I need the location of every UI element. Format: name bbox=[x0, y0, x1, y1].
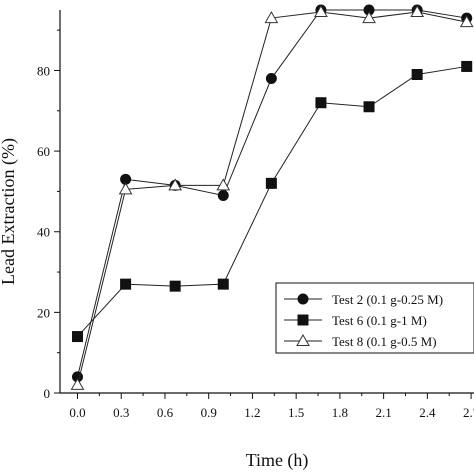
data-point bbox=[265, 177, 277, 189]
data-point bbox=[264, 11, 279, 24]
y-tick-label: 20 bbox=[37, 305, 50, 320]
data-point bbox=[217, 278, 229, 290]
axes: 0.0 0.3 0.6 0.9 1.2 1.5 1.8 2.1 2.4 2.7 0 20 40 60 80 bbox=[37, 10, 474, 420]
data-point bbox=[168, 178, 183, 191]
x-tick-label: 1.5 bbox=[288, 405, 304, 420]
x-tick-label: 2.7 bbox=[463, 405, 474, 420]
data-point bbox=[363, 101, 375, 113]
legend: Test 2 (0.1 g-0.25 M) Test 6 (0.1 g-1 M) T… bbox=[275, 282, 474, 354]
legend-label: Test 6 (0.1 g-1 M) bbox=[332, 313, 427, 328]
data-series bbox=[70, 4, 474, 390]
data-point bbox=[216, 178, 231, 191]
series-2 bbox=[71, 60, 473, 343]
data-point bbox=[461, 60, 473, 72]
legend-marker bbox=[297, 314, 309, 326]
data-point bbox=[362, 11, 376, 24]
x-tick-label: 0.3 bbox=[113, 405, 129, 420]
legend-marker bbox=[296, 333, 310, 346]
x-tick-label: 0.6 bbox=[157, 405, 174, 420]
data-point bbox=[169, 280, 181, 292]
y-tick-label: 40 bbox=[37, 225, 50, 240]
data-point bbox=[459, 15, 474, 28]
y-tick-label: 60 bbox=[37, 144, 50, 159]
data-point bbox=[70, 377, 85, 390]
data-point bbox=[410, 5, 425, 18]
legend-entry: Test 6 (0.1 g-1 M) bbox=[284, 313, 427, 328]
y-tick-label: 0 bbox=[44, 386, 51, 401]
x-axis-title: Time (h) bbox=[246, 450, 309, 471]
data-point bbox=[71, 331, 83, 343]
x-tick-label: 0.0 bbox=[69, 405, 85, 420]
x-tick-label: 1.2 bbox=[244, 405, 260, 420]
y-axis-title: Lead Extraction (%) bbox=[0, 138, 19, 285]
data-point bbox=[265, 73, 277, 85]
series-3 bbox=[70, 5, 474, 390]
legend-label: Test 2 (0.1 g-0.25 M) bbox=[332, 292, 443, 307]
data-point bbox=[315, 97, 327, 109]
legend-entry: Test 8 (0.1 g-0.5 M) bbox=[284, 333, 437, 349]
x-tick-label: 2.1 bbox=[375, 405, 391, 420]
x-tick-label: 0.9 bbox=[201, 405, 217, 420]
data-point bbox=[411, 69, 423, 81]
data-point bbox=[118, 182, 133, 195]
legend-label: Test 8 (0.1 g-0.5 M) bbox=[332, 334, 437, 349]
data-point bbox=[217, 189, 229, 201]
x-tick-label: 1.8 bbox=[332, 405, 348, 420]
legend-marker bbox=[297, 293, 309, 305]
data-point bbox=[120, 278, 132, 290]
legend-entry: Test 2 (0.1 g-0.25 M) bbox=[284, 292, 443, 307]
y-tick-label: 80 bbox=[37, 63, 50, 78]
x-tick-label: 2.4 bbox=[419, 405, 436, 420]
data-point bbox=[314, 5, 328, 18]
